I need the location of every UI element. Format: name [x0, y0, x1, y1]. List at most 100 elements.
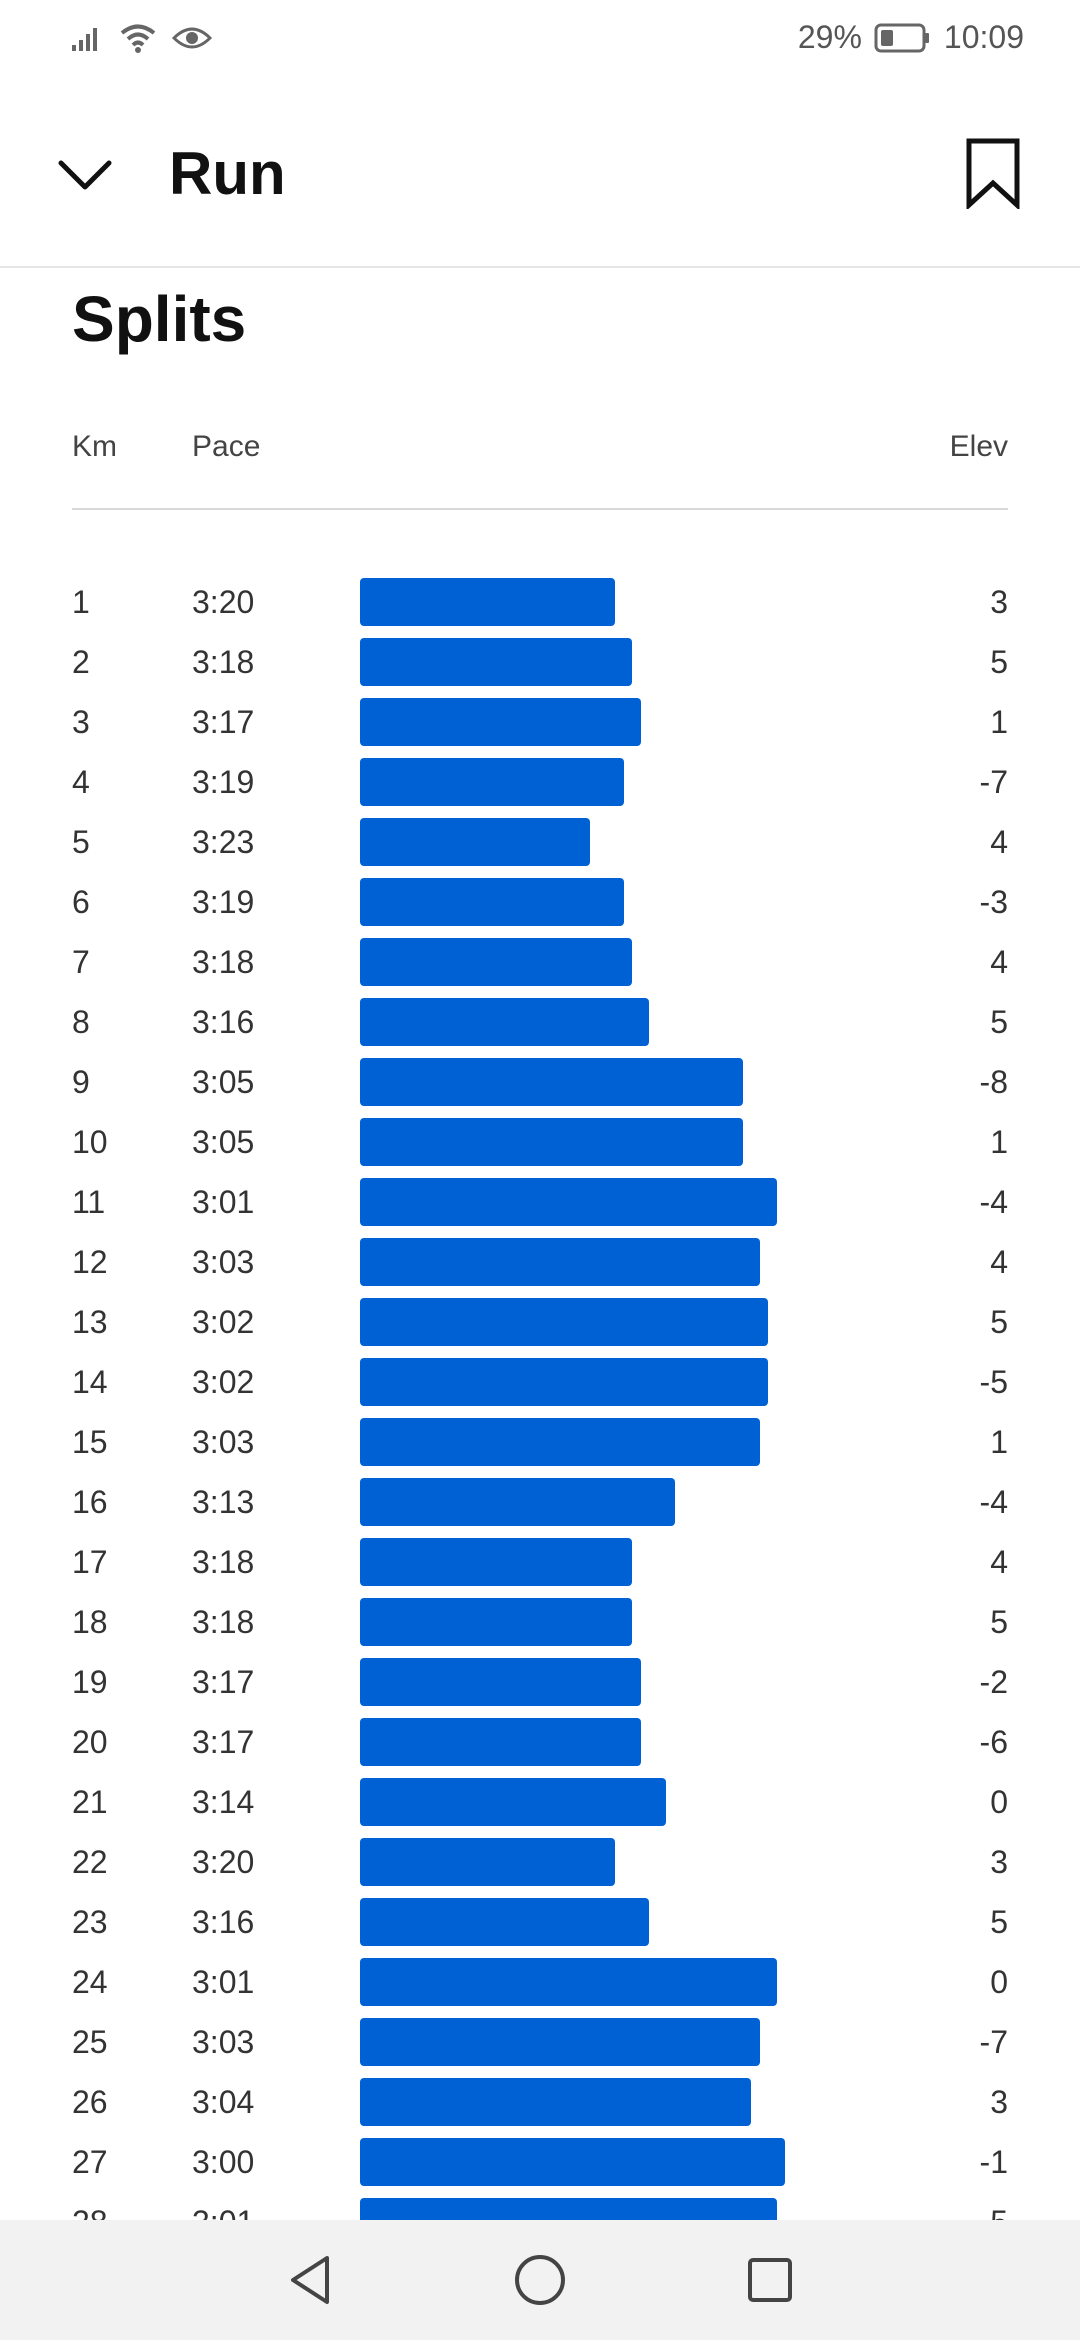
split-km: 20	[72, 1724, 108, 1760]
pace-bar	[360, 1478, 675, 1526]
split-km: 10	[72, 1124, 108, 1160]
split-km: 19	[72, 1664, 108, 1700]
bookmark-icon	[963, 137, 1023, 209]
nav-back-button[interactable]	[278, 2248, 342, 2312]
split-elev: 0	[990, 1964, 1008, 2000]
pace-bar	[360, 1718, 641, 1766]
splits-section: Splits Km Pace Elev 1 3:20 3 2 3:18 5 3 3:17 1 4 3…	[0, 270, 1080, 2220]
bookmark-button[interactable]	[956, 133, 1030, 213]
split-km: 11	[72, 1184, 106, 1220]
table-row: 21 3:14 0	[0, 1772, 1080, 1832]
split-pace: 3:03	[192, 1244, 255, 1280]
split-pace: 3:19	[192, 884, 255, 920]
split-pace: 3:18	[192, 644, 255, 680]
split-pace: 3:04	[192, 2084, 255, 2120]
split-pace: 3:18	[192, 1604, 255, 1640]
pace-bar	[360, 1358, 768, 1406]
split-pace: 3:16	[192, 1904, 255, 1940]
split-elev: 1	[990, 1424, 1008, 1460]
split-km: 13	[72, 1304, 108, 1340]
eye-icon	[172, 24, 212, 52]
pace-bar	[360, 2018, 760, 2066]
table-row: 16 3:13 -4	[0, 1472, 1080, 1532]
split-elev: 5	[990, 1304, 1008, 1340]
split-km: 12	[72, 1244, 108, 1280]
table-row: 15 3:03 1	[0, 1412, 1080, 1472]
split-km: 28	[72, 2204, 108, 2220]
table-row: 26 3:04 3	[0, 2072, 1080, 2132]
split-km: 1	[72, 584, 90, 620]
split-pace: 3:05	[192, 1124, 255, 1160]
collapse-button[interactable]	[50, 140, 120, 210]
split-elev: -7	[979, 2024, 1008, 2060]
status-bar: 29% 10:09	[0, 0, 1080, 75]
table-row: 18 3:18 5	[0, 1592, 1080, 1652]
split-pace: 3:01	[192, 1184, 255, 1220]
pace-bar	[360, 1118, 743, 1166]
split-pace: 3:18	[192, 944, 255, 980]
pace-bar	[360, 1058, 743, 1106]
split-pace: 3:02	[192, 1364, 255, 1400]
table-row: 10 3:05 1	[0, 1112, 1080, 1172]
pace-bar	[360, 1298, 768, 1346]
pace-bar	[360, 1178, 777, 1226]
pace-bar	[360, 938, 632, 986]
pace-bar	[360, 1778, 666, 1826]
split-pace: 3:17	[192, 1664, 255, 1700]
pace-bar	[360, 758, 624, 806]
split-elev: 3	[990, 1844, 1008, 1880]
split-elev: 5	[990, 1004, 1008, 1040]
pace-bar	[360, 1838, 615, 1886]
pace-bar	[360, 2198, 777, 2220]
table-row: 17 3:18 4	[0, 1532, 1080, 1592]
split-pace: 3:20	[192, 584, 255, 620]
table-row: 3 3:17 1	[0, 692, 1080, 752]
split-km: 2	[72, 644, 90, 680]
pace-bar	[360, 998, 649, 1046]
pace-bar	[360, 1958, 777, 2006]
table-row: 27 3:00 -1	[0, 2132, 1080, 2192]
nav-recents-button[interactable]	[738, 2248, 802, 2312]
status-icons-right: 29% 10:09	[798, 19, 1024, 56]
split-pace: 3:14	[192, 1784, 255, 1820]
signal-icon	[70, 23, 104, 53]
pace-bar	[360, 1598, 632, 1646]
split-km: 5	[72, 824, 90, 860]
split-pace: 3:05	[192, 1064, 255, 1100]
split-elev: 1	[990, 704, 1008, 740]
split-elev: 4	[990, 1544, 1008, 1580]
table-row: 8 3:16 5	[0, 992, 1080, 1052]
split-km: 27	[72, 2144, 108, 2180]
split-km: 17	[72, 1544, 108, 1580]
split-km: 23	[72, 1904, 108, 1940]
table-row: 4 3:19 -7	[0, 752, 1080, 812]
split-elev: -7	[979, 764, 1008, 800]
section-title: Splits	[72, 283, 247, 355]
split-km: 25	[72, 2024, 108, 2060]
split-pace: 3:19	[192, 764, 255, 800]
clock: 10:09	[943, 19, 1024, 55]
split-elev: 4	[990, 824, 1008, 860]
table-row: 24 3:01 0	[0, 1952, 1080, 2012]
split-elev: -4	[979, 1184, 1008, 1220]
nav-home-button[interactable]	[508, 2248, 572, 2312]
split-km: 24	[72, 1964, 108, 2000]
column-header-pace: Pace	[192, 430, 261, 463]
split-elev: -2	[979, 1664, 1008, 1700]
split-elev: 5	[990, 2204, 1008, 2220]
table-row: 5 3:23 4	[0, 812, 1080, 872]
table-row: 1 3:20 3	[0, 572, 1080, 632]
split-elev: 1	[990, 1124, 1008, 1160]
table-row: 11 3:01 -4	[0, 1172, 1080, 1232]
split-km: 3	[72, 704, 90, 740]
split-km: 8	[72, 1004, 90, 1040]
table-row: 25 3:03 -7	[0, 2012, 1080, 2072]
split-pace: 3:17	[192, 704, 255, 740]
split-km: 22	[72, 1844, 108, 1880]
pace-bar	[360, 1238, 760, 1286]
pace-bar	[360, 578, 615, 626]
split-km: 16	[72, 1484, 108, 1520]
table-row: 13 3:02 5	[0, 1292, 1080, 1352]
split-elev: 0	[990, 1784, 1008, 1820]
split-elev: 3	[990, 584, 1008, 620]
